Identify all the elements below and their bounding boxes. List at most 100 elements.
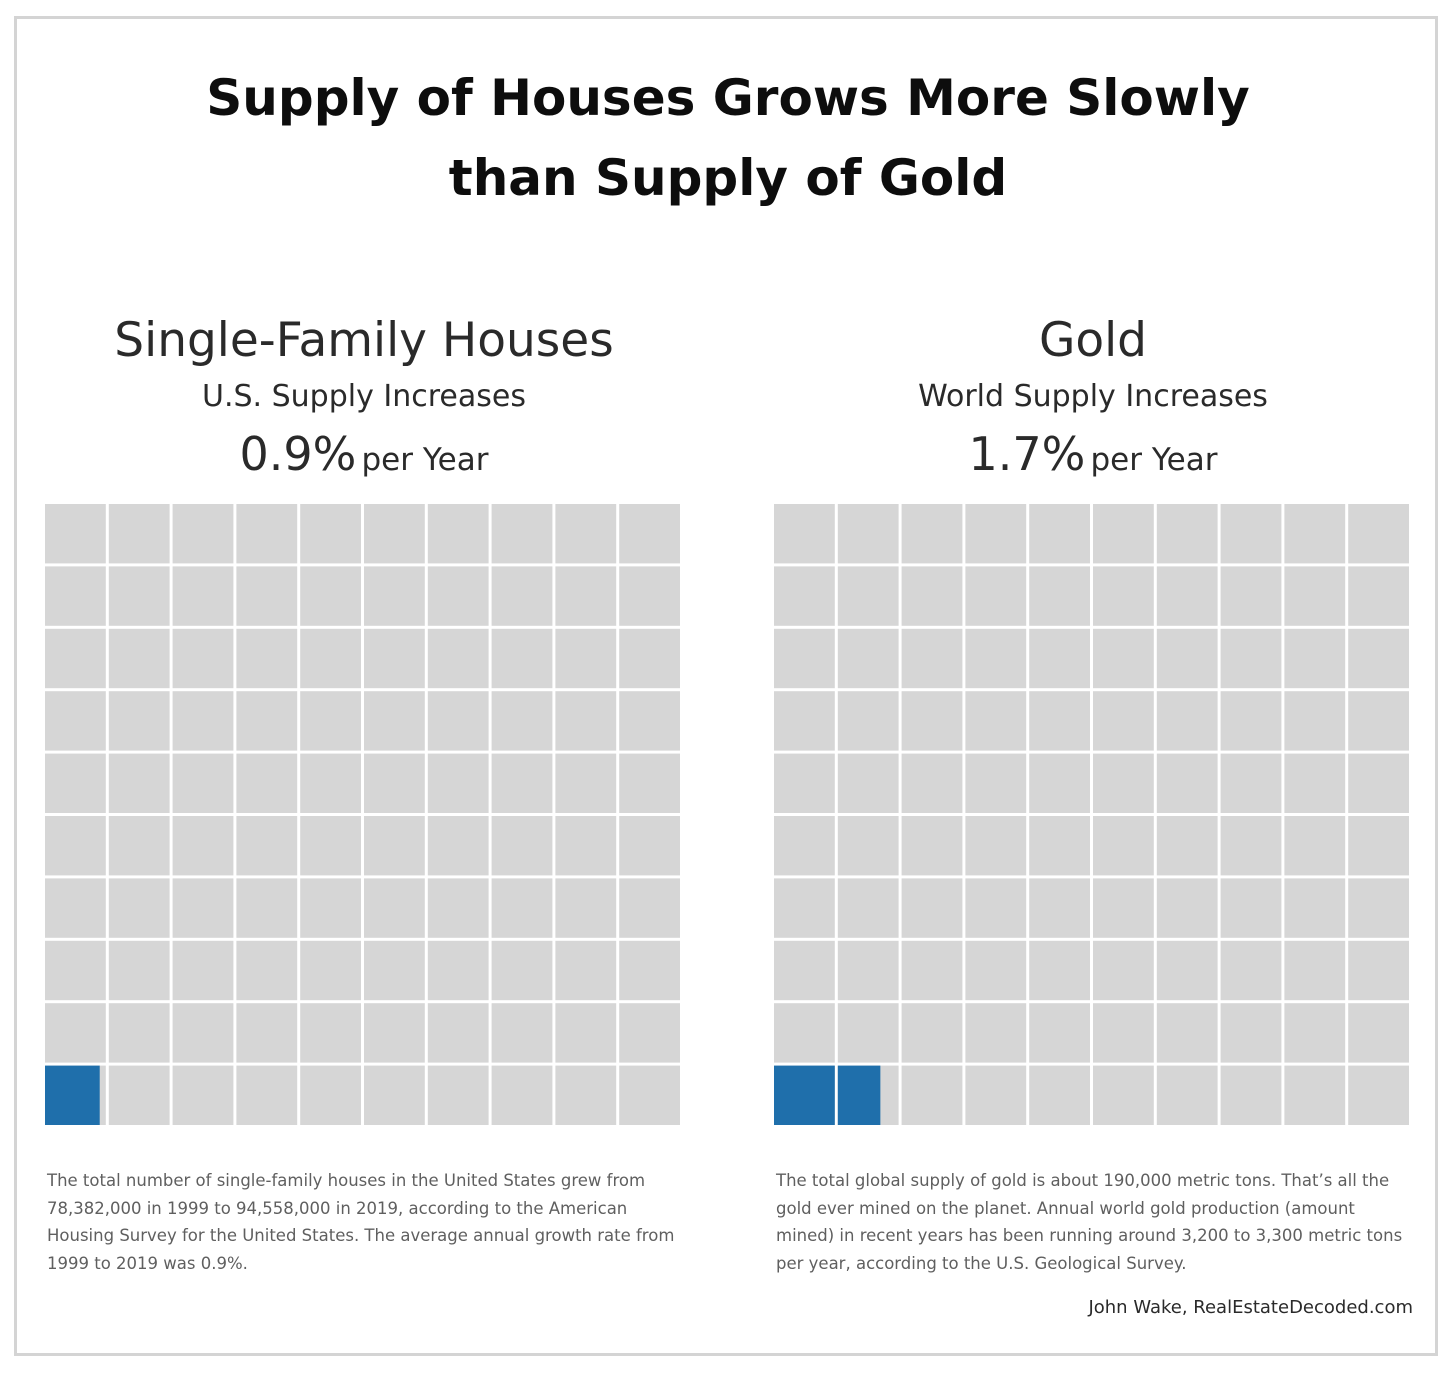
waffle-cell [1093, 940, 1154, 1001]
waffle-cell [774, 691, 835, 751]
waffle-cell [901, 566, 963, 626]
waffle-cell [619, 1065, 680, 1125]
waffle-cell [45, 878, 106, 938]
waffle-cell [619, 1003, 680, 1063]
waffle-cell [45, 566, 106, 626]
waffle-cell [555, 566, 617, 626]
waffle-cell [364, 816, 425, 876]
waffle-cell [427, 940, 489, 1001]
waffle-cell [555, 816, 617, 876]
waffle-cell [1220, 940, 1282, 1001]
waffle-cell [300, 628, 361, 689]
waffle-cell [108, 1003, 170, 1063]
waffle-cell [1029, 1003, 1090, 1063]
waffle-cell [1156, 753, 1218, 813]
waffle-cell [1284, 566, 1346, 626]
waffle-cell [491, 816, 553, 876]
chart-title: Supply of Houses Grows More Slowly than … [0, 58, 1456, 218]
waffle-cell [108, 816, 170, 876]
waffle-cell [364, 1065, 425, 1125]
waffle-cell [1029, 816, 1090, 876]
gold-panel-subtitle: World Supply Increases [918, 379, 1268, 414]
waffle-cell [45, 753, 106, 813]
waffle-cell [1029, 940, 1090, 1001]
waffle-cell [427, 691, 489, 751]
gold-note: The total global supply of gold is about… [776, 1171, 1403, 1273]
waffle-cell [45, 628, 106, 689]
waffle-cell [555, 878, 617, 938]
houses-panel-subtitle: U.S. Supply Increases [202, 379, 526, 414]
waffle-cell [1093, 691, 1154, 751]
waffle-cell [1284, 753, 1346, 813]
waffle-cell [901, 753, 963, 813]
houses-waffle-chart [45, 504, 680, 1125]
waffle-cell [427, 504, 489, 564]
waffle-cell [108, 504, 170, 564]
houses-panel-name: Single-Family Houses [114, 313, 614, 368]
waffle-cell [300, 691, 361, 751]
waffle-cell [837, 504, 899, 564]
waffle-cell [1029, 878, 1090, 938]
waffle-cell [619, 628, 680, 689]
waffle-cell [1220, 1065, 1282, 1125]
waffle-cell [774, 1003, 835, 1063]
waffle-cell [1284, 816, 1346, 876]
waffle-cell [1348, 504, 1409, 564]
waffle-cell [427, 816, 489, 876]
waffle-cell [300, 816, 361, 876]
waffle-cell [427, 1003, 489, 1063]
waffle-cell [236, 940, 298, 1001]
waffle-filled-cell [45, 1065, 100, 1125]
waffle-cell [1093, 1003, 1154, 1063]
waffle-cell [837, 940, 899, 1001]
waffle-cell [901, 691, 963, 751]
waffle-cell [45, 940, 106, 1001]
waffle-cell [491, 940, 553, 1001]
waffle-cell [1156, 816, 1218, 876]
waffle-cell [1284, 940, 1346, 1001]
waffle-svg [45, 504, 680, 1125]
waffle-cell [837, 691, 899, 751]
waffle-cell [172, 940, 234, 1001]
waffle-cell [364, 628, 425, 689]
waffle-cell [837, 1003, 899, 1063]
waffle-cell [619, 504, 680, 564]
waffle-cell [45, 1003, 106, 1063]
waffle-cell [491, 1065, 553, 1125]
waffle-cell [1093, 753, 1154, 813]
waffle-cell [901, 816, 963, 876]
waffle-cell [1093, 566, 1154, 626]
waffle-cell [236, 753, 298, 813]
waffle-cell [837, 816, 899, 876]
waffle-cell [555, 1065, 617, 1125]
waffle-cell [555, 691, 617, 751]
waffle-cell [1348, 566, 1409, 626]
waffle-cell [172, 753, 234, 813]
waffle-cell [1093, 816, 1154, 876]
waffle-cell [1284, 1065, 1346, 1125]
waffle-cell [108, 878, 170, 938]
waffle-cell [837, 566, 899, 626]
waffle-cell [427, 1065, 489, 1125]
waffle-filled-cell [774, 1065, 835, 1125]
credit-line: John Wake, RealEstateDecoded.com [1088, 1297, 1413, 1318]
waffle-cell [1156, 566, 1218, 626]
waffle-cell [901, 628, 963, 689]
waffle-cell [1093, 628, 1154, 689]
waffle-cell [364, 566, 425, 626]
waffle-cell [837, 753, 899, 813]
waffle-cell [300, 878, 361, 938]
waffle-cell [1220, 504, 1282, 564]
chart-title-line1: Supply of Houses Grows More Slowly [206, 69, 1250, 127]
waffle-cell [172, 1003, 234, 1063]
waffle-cell [491, 504, 553, 564]
waffle-cell [1348, 816, 1409, 876]
waffle-cell [555, 1003, 617, 1063]
gold-panel-name: Gold [1038, 313, 1148, 368]
waffle-cell [236, 816, 298, 876]
waffle-cell [774, 753, 835, 813]
gold-rate-value: 1.7% [968, 427, 1086, 481]
waffle-cell [774, 940, 835, 1001]
waffle-cell [555, 628, 617, 689]
waffle-cell [901, 1003, 963, 1063]
